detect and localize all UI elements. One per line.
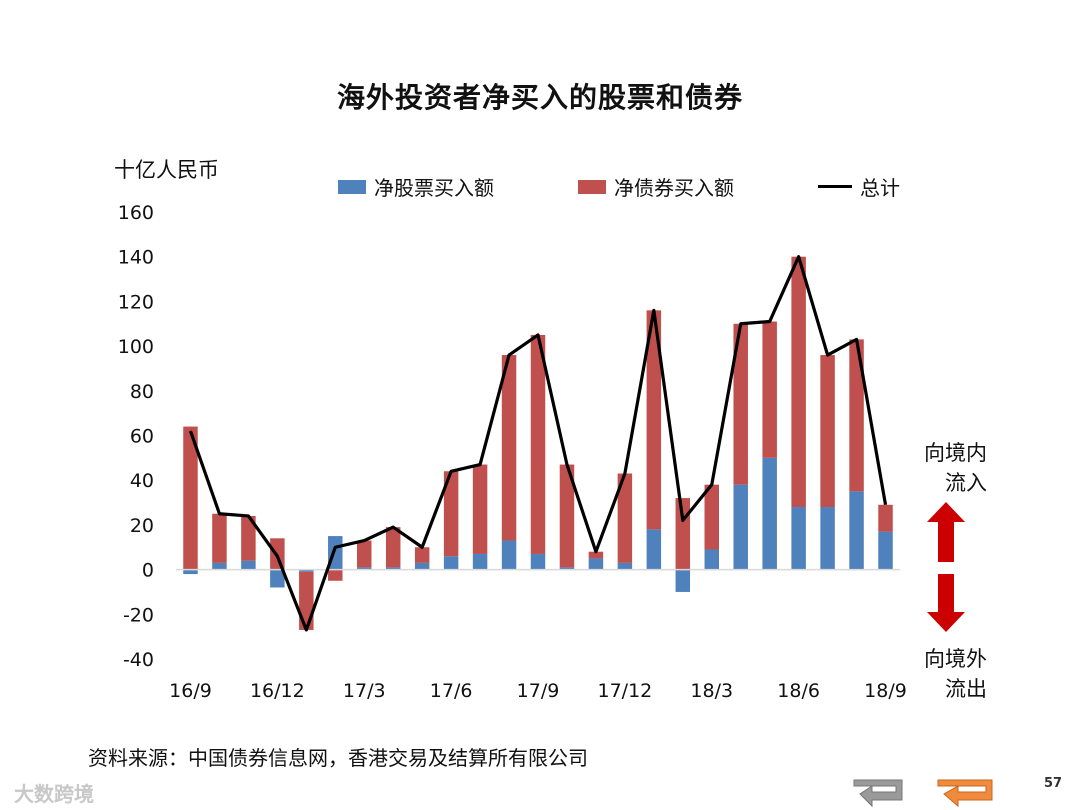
bar-equity xyxy=(617,562,633,570)
bar-bond xyxy=(501,355,517,541)
legend-swatch-equity xyxy=(338,179,366,194)
inflow-label: 向境内 流入 xyxy=(924,438,987,498)
legend-swatch-bond xyxy=(578,179,606,194)
bar-bond xyxy=(183,426,198,570)
x-tick-label: 18/6 xyxy=(777,680,820,702)
x-tick-label: 16/12 xyxy=(250,680,305,702)
bar-bond xyxy=(733,323,748,485)
page-number: 57 xyxy=(1044,776,1063,791)
y-tick-label: -40 xyxy=(123,649,154,671)
outflow-label-line2: 流出 xyxy=(945,677,987,701)
up-arrow-icon xyxy=(927,502,965,562)
bar-bond xyxy=(530,334,546,554)
bar-equity xyxy=(762,457,777,570)
bar-bond xyxy=(241,515,256,561)
x-tick-label: 18/3 xyxy=(690,680,733,702)
bar-equity xyxy=(501,540,517,570)
bar-equity xyxy=(183,569,198,575)
y-tick-label: 40 xyxy=(130,470,154,492)
chart-title: 海外投资者净买入的股票和债券 xyxy=(336,81,743,114)
x-tick-label: 17/3 xyxy=(343,680,386,702)
legend-item-total: 总计 xyxy=(818,172,900,201)
bar-equity xyxy=(530,553,546,570)
bar-equity xyxy=(385,567,401,570)
watermark: 大数跨境 xyxy=(14,782,94,806)
bar-equity xyxy=(472,553,488,570)
prev-slide-button[interactable] xyxy=(850,772,910,808)
outflow-label-line1: 向境外 xyxy=(924,647,987,671)
y-tick-label: 160 xyxy=(118,202,154,224)
bar-equity xyxy=(646,529,662,570)
inflow-label-line2: 流入 xyxy=(945,471,987,495)
legend-item-equity: 净股票买入额 xyxy=(338,172,494,201)
bar-equity xyxy=(241,560,256,570)
back-arrow-icon xyxy=(853,779,903,808)
y-tick-label: 100 xyxy=(118,336,154,358)
bar-bond xyxy=(357,540,372,568)
bar-equity xyxy=(443,556,459,570)
total-line xyxy=(188,255,888,632)
bar-bond xyxy=(588,551,604,559)
bar-bond xyxy=(472,464,488,554)
x-tick-label: 18/9 xyxy=(864,680,907,702)
bar-equity xyxy=(559,567,575,570)
y-tick-label: -20 xyxy=(123,604,154,626)
outflow-label: 向境外 流出 xyxy=(924,644,987,704)
down-arrow-icon xyxy=(927,574,965,632)
y-tick-label: 60 xyxy=(130,426,154,448)
bar-equity xyxy=(212,562,227,570)
bar-equity xyxy=(299,569,314,572)
bar-bond xyxy=(820,355,835,508)
bar-equity xyxy=(878,531,893,570)
y-tick-label: 140 xyxy=(118,247,154,269)
bar-bond xyxy=(646,310,662,530)
legend-swatch-total xyxy=(818,185,852,188)
inflow-label-line1: 向境内 xyxy=(924,441,987,465)
back-arrow-icon xyxy=(937,779,993,808)
bar-equity xyxy=(704,549,719,570)
bar-equity xyxy=(820,507,835,570)
legend-label-total: 总计 xyxy=(860,176,900,200)
legend-label-bond: 净债券买入额 xyxy=(614,176,734,200)
bar-bond xyxy=(385,527,401,568)
bar-bond xyxy=(328,569,343,581)
x-tick-label: 17/9 xyxy=(517,680,560,702)
bar-bond xyxy=(443,471,459,557)
y-tick-label: 120 xyxy=(118,291,154,313)
x-tick-label: 17/6 xyxy=(430,680,473,702)
y-tick-label: 20 xyxy=(130,515,154,537)
bar-bond xyxy=(878,504,893,532)
bar-bond xyxy=(617,473,633,563)
y-axis-unit-label: 十亿人民币 xyxy=(114,158,219,182)
legend-label-equity: 净股票买入额 xyxy=(374,176,494,200)
legend-item-bond: 净债券买入额 xyxy=(578,172,734,201)
bar-bond xyxy=(762,321,777,458)
bar-equity xyxy=(588,558,604,570)
y-tick-label: 0 xyxy=(142,560,154,582)
bar-equity xyxy=(357,567,372,570)
bar-bond xyxy=(414,547,430,563)
bar-bond xyxy=(849,339,864,492)
bar-equity xyxy=(791,507,806,570)
y-tick-label: 80 xyxy=(130,381,154,403)
bar-equity xyxy=(270,569,285,588)
bar-bond xyxy=(704,484,719,550)
source-note: 资料来源：中国债券信息网，香港交易及结算所有限公司 xyxy=(88,746,588,770)
bar-bond xyxy=(791,256,806,508)
bar-bond xyxy=(212,513,227,563)
bar-bond xyxy=(559,464,575,568)
next-slide-button[interactable] xyxy=(934,772,1000,808)
bar-equity xyxy=(733,484,748,570)
bar-equity xyxy=(849,491,864,570)
bar-equity xyxy=(414,562,430,570)
bar-equity xyxy=(675,569,691,592)
x-tick-label: 17/12 xyxy=(597,680,652,702)
x-tick-label: 16/9 xyxy=(169,680,212,702)
